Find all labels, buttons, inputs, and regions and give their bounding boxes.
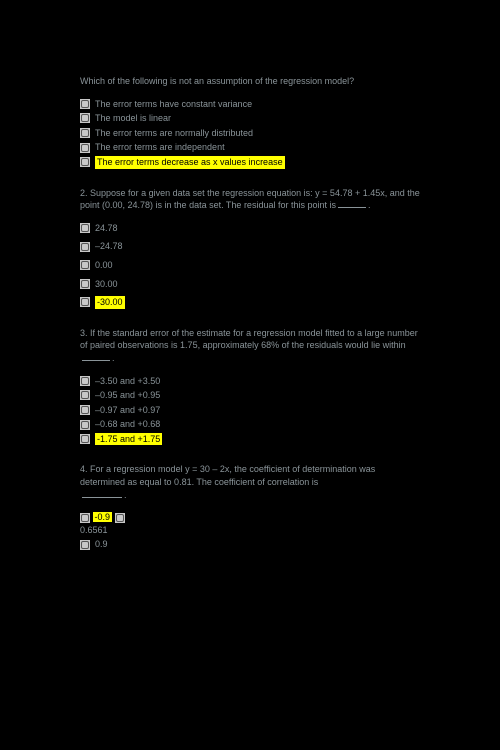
checkbox-icon: [80, 513, 90, 523]
q2-option-correct: -30.00: [80, 296, 420, 309]
checkbox-icon: [80, 128, 90, 138]
q1-option-label: The error terms decrease as x values inc…: [95, 156, 285, 169]
checkbox-icon: [115, 513, 125, 523]
q4-prompt-text: For a regression model y = 30 – 2x, the …: [80, 464, 375, 487]
checkbox-icon: [80, 157, 90, 167]
question-2: 2. Suppose for a given data set the regr…: [80, 187, 420, 309]
q2-option-label: 30.00: [95, 278, 118, 291]
checkbox-icon: [80, 390, 90, 400]
checkbox-icon: [80, 420, 90, 430]
checkbox-icon: [80, 143, 90, 153]
q3-option: –0.97 and +0.97: [80, 404, 420, 417]
q3-prompt-text: If the standard error of the estimate fo…: [80, 328, 418, 351]
q1-option-label: The error terms are normally distributed: [95, 127, 253, 140]
document-page: Which of the following is not an assumpt…: [0, 0, 500, 589]
q4-distractor: 0.6561: [80, 524, 420, 537]
q3-number: 3.: [80, 328, 88, 338]
checkbox-icon: [80, 297, 90, 307]
q1-option: The model is linear: [80, 112, 420, 125]
q1-option: The error terms are normally distributed: [80, 127, 420, 140]
q4-correct-answer: -0.9: [93, 512, 113, 522]
q1-option: The error terms are independent: [80, 141, 420, 154]
q2-option: –24.78: [80, 240, 420, 253]
q3-prompt: 3. If the standard error of the estimate…: [80, 327, 420, 365]
checkbox-icon: [80, 242, 90, 252]
question-4: 4. For a regression model y = 30 – 2x, t…: [80, 463, 420, 551]
q4-prompt: 4. For a regression model y = 30 – 2x, t…: [80, 463, 420, 501]
q3-option-label: -1.75 and +1.75: [95, 433, 162, 446]
q3-option-correct: -1.75 and +1.75: [80, 433, 420, 446]
q4-distractor: 0.9: [95, 538, 108, 551]
blank-line: [82, 360, 110, 361]
q4-number: 4.: [80, 464, 88, 474]
q1-option-label: The error terms have constant variance: [95, 98, 252, 111]
q2-option-label: –24.78: [95, 240, 123, 253]
q3-option-label: –0.95 and +0.95: [95, 389, 160, 402]
checkbox-icon: [80, 376, 90, 386]
checkbox-icon: [80, 260, 90, 270]
checkbox-icon: [80, 113, 90, 123]
q2-option: 24.78: [80, 222, 420, 235]
q2-option-label: -30.00: [95, 296, 125, 309]
q1-option: The error terms have constant variance: [80, 98, 420, 111]
q2-prompt-text: Suppose for a given data set the regress…: [80, 188, 420, 211]
q2-option: 30.00: [80, 278, 420, 291]
checkbox-icon: [80, 279, 90, 289]
q3-option: –0.68 and +0.68: [80, 418, 420, 431]
q4-option: 0.9: [80, 538, 420, 551]
checkbox-icon: [80, 540, 90, 550]
q2-prompt: 2. Suppose for a given data set the regr…: [80, 187, 420, 212]
q1-option-label: The model is linear: [95, 112, 171, 125]
q3-option-label: –0.97 and +0.97: [95, 404, 160, 417]
q3-option: –0.95 and +0.95: [80, 389, 420, 402]
q3-option-label: –0.68 and +0.68: [95, 418, 160, 431]
q2-number: 2.: [80, 188, 88, 198]
blank-line: [82, 497, 122, 498]
checkbox-icon: [80, 434, 90, 444]
q3-option-label: –3.50 and +3.50: [95, 375, 160, 388]
question-3: 3. If the standard error of the estimate…: [80, 327, 420, 446]
q1-option-correct: The error terms decrease as x values inc…: [80, 156, 420, 169]
q1-prompt: Which of the following is not an assumpt…: [80, 75, 420, 88]
blank-line: [338, 207, 366, 208]
q4-answer-line: -0.9: [80, 511, 420, 524]
checkbox-icon: [80, 405, 90, 415]
q1-option-label: The error terms are independent: [95, 141, 225, 154]
q2-option-label: 0.00: [95, 259, 113, 272]
checkbox-icon: [80, 223, 90, 233]
question-1: Which of the following is not an assumpt…: [80, 75, 420, 169]
q3-option: –3.50 and +3.50: [80, 375, 420, 388]
q2-option-label: 24.78: [95, 222, 118, 235]
q2-option: 0.00: [80, 259, 420, 272]
checkbox-icon: [80, 99, 90, 109]
